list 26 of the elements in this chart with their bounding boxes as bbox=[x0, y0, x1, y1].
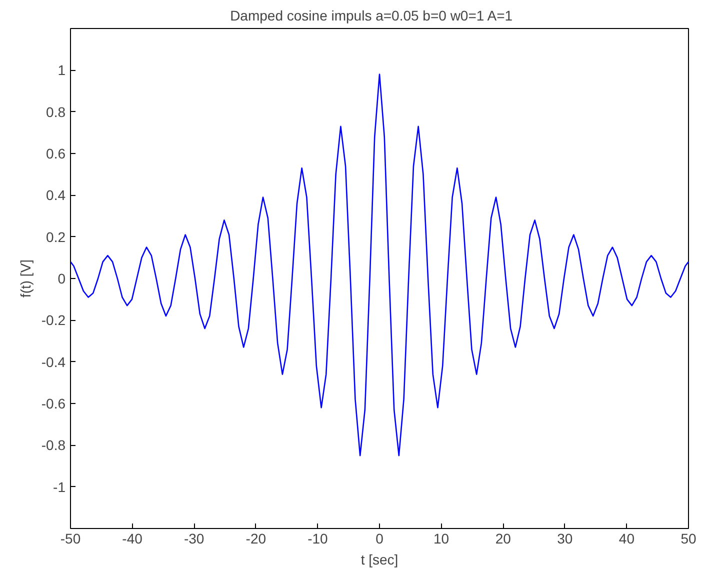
y-tick-label: 1 bbox=[58, 62, 66, 78]
y-tick-label: -1 bbox=[53, 478, 66, 495]
line-series bbox=[70, 74, 688, 456]
x-tick-label: 20 bbox=[495, 530, 512, 546]
y-tick-label: 0.4 bbox=[46, 187, 66, 204]
x-tick-label: -50 bbox=[60, 530, 81, 546]
x-tick-label: -20 bbox=[246, 530, 266, 546]
x-tick-label: 50 bbox=[680, 530, 696, 546]
y-tick-label: -0.8 bbox=[41, 437, 66, 454]
y-tick-label: -0.6 bbox=[41, 396, 66, 412]
chart-title: Damped cosine impuls a=0.05 b=0 w0=1 A=1 bbox=[230, 8, 513, 24]
y-tick-label: -0.4 bbox=[41, 354, 66, 370]
x-tick-label: -40 bbox=[122, 530, 143, 546]
y-tick-label: 0 bbox=[58, 270, 66, 286]
y-tick-label: -0.2 bbox=[41, 312, 66, 328]
x-axis-title: t [sec] bbox=[360, 552, 398, 568]
x-tick-label: -10 bbox=[308, 530, 328, 546]
y-tick-label: 0.6 bbox=[46, 146, 66, 162]
y-tick-label: 0.8 bbox=[46, 104, 66, 120]
x-tick-label: 0 bbox=[376, 530, 384, 546]
x-tick-label: -30 bbox=[184, 530, 204, 546]
x-tick-label: 40 bbox=[618, 530, 635, 546]
x-tick-label: 30 bbox=[557, 530, 573, 546]
y-tick-label: 0.2 bbox=[46, 228, 66, 245]
y-axis-title: f(t) [V] bbox=[17, 259, 34, 298]
x-tick-label: 10 bbox=[434, 530, 450, 546]
